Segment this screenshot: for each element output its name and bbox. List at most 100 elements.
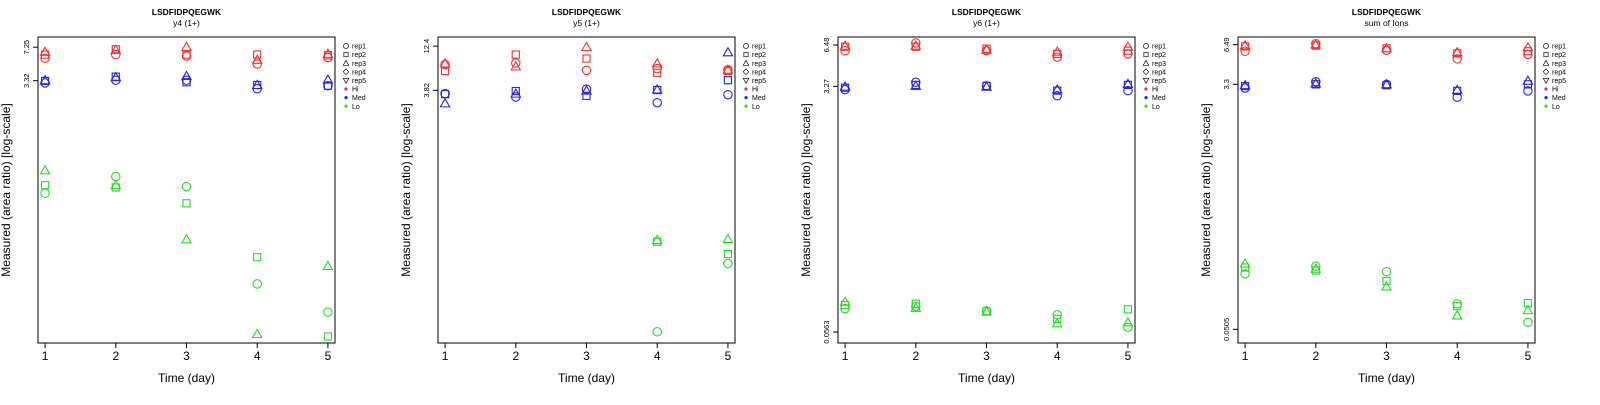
legend-label: rep2 xyxy=(752,52,766,59)
legend-marker xyxy=(1144,96,1148,100)
data-point xyxy=(1523,49,1533,60)
x-tick-label: 5 xyxy=(1525,349,1532,363)
chart-title: LSDFIDPQEGWK xyxy=(952,7,1022,17)
legend-marker xyxy=(1142,59,1150,66)
x-tick-label: 2 xyxy=(912,349,919,363)
data-point xyxy=(1123,305,1133,314)
legend-marker xyxy=(344,87,348,91)
legend-marker xyxy=(1544,87,1548,91)
y-tick-label: 12.4 xyxy=(422,39,431,54)
data-point xyxy=(40,188,50,199)
x-axis-label: Time (day) xyxy=(1358,371,1415,385)
y-axis-label: Measured (area ratio) [log-scale] xyxy=(1199,103,1213,276)
data-point xyxy=(722,233,734,244)
y-tick-label: 7.25 xyxy=(22,40,31,55)
data-point xyxy=(182,78,191,87)
legend-marker xyxy=(742,59,750,66)
data-point xyxy=(1310,77,1322,88)
legend-marker xyxy=(342,68,350,76)
data-point xyxy=(252,279,262,289)
legend-label: rep2 xyxy=(1152,52,1166,59)
data-point xyxy=(251,328,263,339)
data-point xyxy=(322,73,334,84)
legend-label: Lo xyxy=(752,104,760,111)
data-point xyxy=(1380,42,1393,53)
legend-marker xyxy=(744,104,748,108)
legend-label: Hi xyxy=(1152,87,1159,94)
data-point xyxy=(582,54,591,63)
data-point xyxy=(1381,266,1392,277)
y-axis-label: Measured (area ratio) [log-scale] xyxy=(0,103,13,276)
legend-label: rep5 xyxy=(352,78,366,85)
data-point xyxy=(111,49,121,60)
data-point xyxy=(1311,261,1321,272)
legend-label: rep5 xyxy=(1152,78,1166,85)
data-point xyxy=(723,249,733,259)
data-point xyxy=(251,79,263,90)
data-point xyxy=(651,234,663,245)
x-tick-label: 4 xyxy=(254,349,261,363)
x-tick-label: 2 xyxy=(112,349,119,363)
x-tick-label: 4 xyxy=(1454,349,1461,363)
legend-marker xyxy=(343,52,349,58)
legend-marker xyxy=(344,96,348,100)
legend-marker xyxy=(743,43,749,49)
data-point xyxy=(323,307,333,317)
data-point xyxy=(180,233,193,244)
x-tick-label: 1 xyxy=(1242,349,1249,363)
data-point xyxy=(1123,322,1133,332)
data-point xyxy=(1452,54,1462,64)
data-point xyxy=(322,48,334,58)
legend-label: Hi xyxy=(352,87,359,94)
legend-marker xyxy=(1142,68,1150,76)
legend-marker xyxy=(1544,104,1548,108)
data-point xyxy=(980,305,993,316)
data-point xyxy=(651,57,663,68)
legend-label: Hi xyxy=(752,87,759,94)
data-point xyxy=(40,181,50,190)
data-point xyxy=(323,81,333,91)
x-tick-label: 5 xyxy=(1125,349,1132,363)
legend-marker xyxy=(744,96,748,100)
data-point xyxy=(252,59,262,69)
data-point xyxy=(1522,75,1534,85)
data-point xyxy=(981,45,992,56)
chart-subtitle: y6 (1+) xyxy=(973,18,1000,28)
legend-marker xyxy=(744,87,748,91)
data-point xyxy=(840,45,850,56)
x-tick-label: 4 xyxy=(1054,349,1061,363)
data-point xyxy=(180,70,193,81)
x-tick-label: 2 xyxy=(1312,349,1319,363)
data-point xyxy=(722,64,734,74)
data-point xyxy=(110,71,122,82)
data-point xyxy=(180,41,193,51)
data-point xyxy=(1053,314,1062,324)
data-point xyxy=(1239,39,1251,50)
data-point xyxy=(1522,304,1534,315)
legend-label: rep1 xyxy=(1552,44,1566,51)
y-tick-label: 6.48 xyxy=(822,38,831,53)
data-point xyxy=(181,75,192,86)
y-axis-label: Measured (area ratio) [log-scale] xyxy=(399,103,413,276)
legend-label: rep3 xyxy=(1552,61,1566,68)
data-point xyxy=(911,77,921,88)
data-point xyxy=(510,87,522,98)
legend-marker xyxy=(1542,68,1550,76)
data-point xyxy=(910,302,922,312)
legend-marker xyxy=(743,52,749,58)
data-point xyxy=(439,97,451,108)
data-point xyxy=(39,74,51,85)
legend-marker xyxy=(1143,52,1149,58)
legend-label: Lo xyxy=(1552,104,1560,111)
data-point xyxy=(651,83,663,94)
plot-frame xyxy=(37,36,336,344)
data-point xyxy=(39,164,51,175)
data-point xyxy=(510,60,522,71)
legend-label: rep5 xyxy=(752,78,766,85)
data-point xyxy=(181,181,192,192)
data-point xyxy=(511,86,520,96)
legend-marker xyxy=(1143,43,1149,49)
